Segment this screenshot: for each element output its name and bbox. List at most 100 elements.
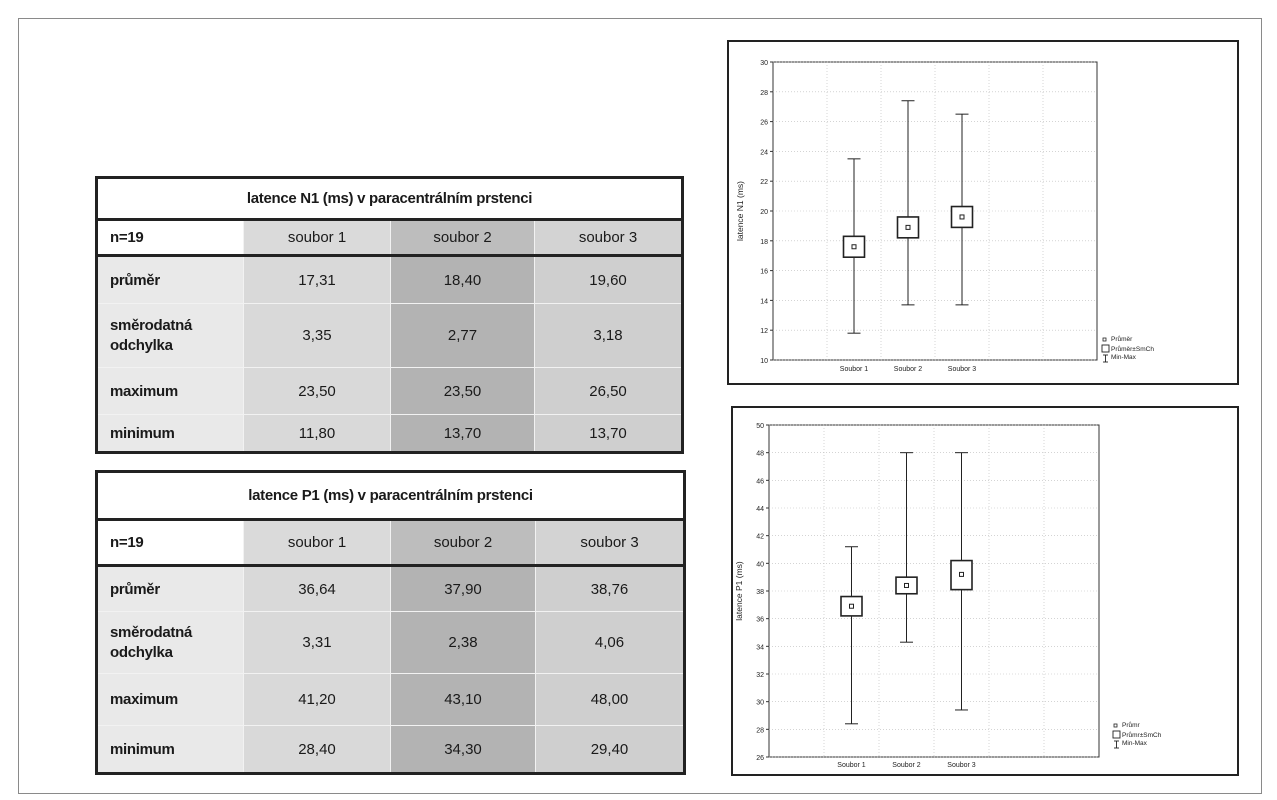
mean-point bbox=[905, 224, 911, 230]
y-tick-label: 30 bbox=[756, 700, 764, 707]
header-cell-soubor-3: soubor 3 bbox=[533, 219, 684, 257]
mean-point bbox=[904, 582, 909, 588]
chart-latence-n1: 10 12 14 16 18 20 22 24 26 28 30 latence N1 (ms) Sou… bbox=[727, 40, 1239, 385]
table-cell: 19,60 bbox=[533, 255, 684, 304]
legend-mean-symbol bbox=[1113, 723, 1118, 728]
mean-point bbox=[849, 603, 854, 609]
x-category-label: Soubor 1 bbox=[840, 366, 869, 373]
table-row: směrodatná odchylka 3,35 2,77 3,18 bbox=[96, 303, 684, 368]
chart-p1-svg: 26 28 30 32 34 36 38 40 42 44 46 48 50 latence P1 (ms… bbox=[734, 423, 1162, 769]
table-cell: 23,50 bbox=[390, 367, 535, 415]
table-cell: 13,70 bbox=[390, 414, 535, 453]
y-tick-label: 50 bbox=[756, 423, 764, 430]
row-label: průměr bbox=[96, 255, 244, 304]
y-tick-label: 32 bbox=[756, 672, 764, 679]
legend-label: Průmr±SmCh bbox=[1122, 731, 1162, 739]
chart-latence-p1: 26 28 30 32 34 36 38 40 42 44 46 48 50 latence P1 (ms… bbox=[731, 406, 1239, 776]
mean-point bbox=[851, 244, 857, 250]
table-cell: 28,40 bbox=[243, 725, 391, 774]
y-tick-label: 26 bbox=[756, 755, 764, 762]
legend-label: Min-Max bbox=[1111, 354, 1137, 361]
x-category-label: Soubor 3 bbox=[948, 366, 977, 373]
y-tick-label: 24 bbox=[760, 149, 768, 156]
y-tick-label: 46 bbox=[756, 478, 764, 485]
legend-mean-symbol bbox=[1102, 337, 1107, 342]
table-cell: 43,10 bbox=[390, 673, 536, 726]
table-cell: 26,50 bbox=[533, 367, 684, 415]
y-tick-label: 42 bbox=[756, 534, 764, 541]
table-cell: 2,38 bbox=[390, 611, 536, 674]
legend-label: Průměr±SmCh bbox=[1111, 345, 1154, 353]
y-tick-label: 14 bbox=[760, 298, 768, 305]
table-cell: 13,70 bbox=[533, 414, 684, 453]
y-tick-label: 26 bbox=[760, 120, 768, 127]
legend-label: Min-Max bbox=[1122, 740, 1148, 747]
table-cell: 37,90 bbox=[390, 565, 536, 612]
row-label: minimum bbox=[96, 725, 244, 774]
table-cell: 3,18 bbox=[533, 303, 684, 368]
y-tick-label: 18 bbox=[760, 239, 768, 246]
header-cell-soubor-2: soubor 2 bbox=[390, 219, 535, 257]
x-category-label: Soubor 1 bbox=[837, 762, 866, 769]
header-cell-n: n=19 bbox=[96, 219, 244, 257]
header-cell-soubor-1: soubor 1 bbox=[243, 519, 391, 567]
chart-n1-svg: 10 12 14 16 18 20 22 24 26 28 30 latence N1 (ms) Sou… bbox=[735, 60, 1154, 373]
y-axis-label: latence P1 (ms) bbox=[734, 561, 744, 621]
row-label: průměr bbox=[96, 565, 244, 612]
legend-label: Průmr bbox=[1122, 721, 1141, 729]
table-cell: 3,31 bbox=[243, 611, 391, 674]
table-latence-n1: latence N1 (ms) v paracentrálním prstenc… bbox=[95, 176, 685, 454]
table-title: latence N1 (ms) v paracentrálním prstenc… bbox=[95, 177, 684, 221]
row-label: maximum bbox=[96, 367, 244, 415]
table-cell: 17,31 bbox=[243, 255, 391, 304]
y-tick-label: 48 bbox=[756, 451, 764, 458]
y-tick-label: 38 bbox=[756, 589, 764, 596]
row-label: maximum bbox=[96, 673, 244, 726]
table-row: minimum 11,80 13,70 13,70 bbox=[96, 414, 684, 453]
y-tick-label: 28 bbox=[760, 90, 768, 97]
y-tick-label: 30 bbox=[760, 60, 768, 67]
y-tick-label: 28 bbox=[756, 727, 764, 734]
table-row: maximum 41,20 43,10 48,00 bbox=[96, 673, 685, 726]
header-cell-soubor-3: soubor 3 bbox=[535, 519, 685, 567]
legend-box-symbol bbox=[1101, 344, 1110, 353]
table-cell: 11,80 bbox=[243, 414, 391, 453]
table-cell: 48,00 bbox=[535, 673, 685, 726]
table-header-row: n=19 soubor 1 soubor 2 soubor 3 bbox=[96, 519, 685, 567]
table-latence-p1: latence P1 (ms) v paracentrálním prstenc… bbox=[95, 470, 686, 775]
table-cell: 23,50 bbox=[243, 367, 391, 415]
y-tick-label: 12 bbox=[760, 328, 768, 335]
mean-point bbox=[959, 571, 964, 577]
row-label: směrodatná odchylka bbox=[96, 303, 244, 368]
table-row: minimum 28,40 34,30 29,40 bbox=[96, 725, 685, 774]
x-category-label: Soubor 2 bbox=[894, 366, 923, 373]
table-header-row: n=19 soubor 1 soubor 2 soubor 3 bbox=[96, 219, 684, 257]
y-tick-label: 20 bbox=[760, 209, 768, 216]
y-tick-label: 10 bbox=[760, 358, 768, 365]
table-cell: 38,76 bbox=[535, 565, 685, 612]
row-label: směrodatná odchylka bbox=[96, 611, 244, 674]
header-cell-soubor-1: soubor 1 bbox=[243, 219, 391, 257]
y-tick-label: 36 bbox=[756, 617, 764, 624]
y-tick-label: 34 bbox=[756, 644, 764, 651]
x-category-label: Soubor 3 bbox=[947, 762, 976, 769]
table-row: průměr 17,31 18,40 19,60 bbox=[96, 255, 684, 304]
table-cell: 29,40 bbox=[535, 725, 685, 774]
y-axis-label: latence N1 (ms) bbox=[735, 181, 745, 241]
table-cell: 2,77 bbox=[390, 303, 535, 368]
y-tick-label: 40 bbox=[756, 561, 764, 568]
y-tick-label: 16 bbox=[760, 269, 768, 276]
table-cell: 34,30 bbox=[390, 725, 536, 774]
y-tick-label: 22 bbox=[760, 179, 768, 186]
table-cell: 41,20 bbox=[243, 673, 391, 726]
table-cell: 4,06 bbox=[535, 611, 685, 674]
table-row: maximum 23,50 23,50 26,50 bbox=[96, 367, 684, 415]
header-cell-soubor-2: soubor 2 bbox=[390, 519, 536, 567]
y-tick-label: 44 bbox=[756, 506, 764, 513]
table-title: latence P1 (ms) v paracentrálním prstenc… bbox=[96, 471, 685, 521]
table-row: průměr 36,64 37,90 38,76 bbox=[96, 565, 685, 612]
x-category-label: Soubor 2 bbox=[892, 762, 921, 769]
header-cell-n: n=19 bbox=[96, 519, 244, 567]
figure-frame bbox=[18, 18, 1262, 794]
mean-point bbox=[959, 214, 965, 220]
